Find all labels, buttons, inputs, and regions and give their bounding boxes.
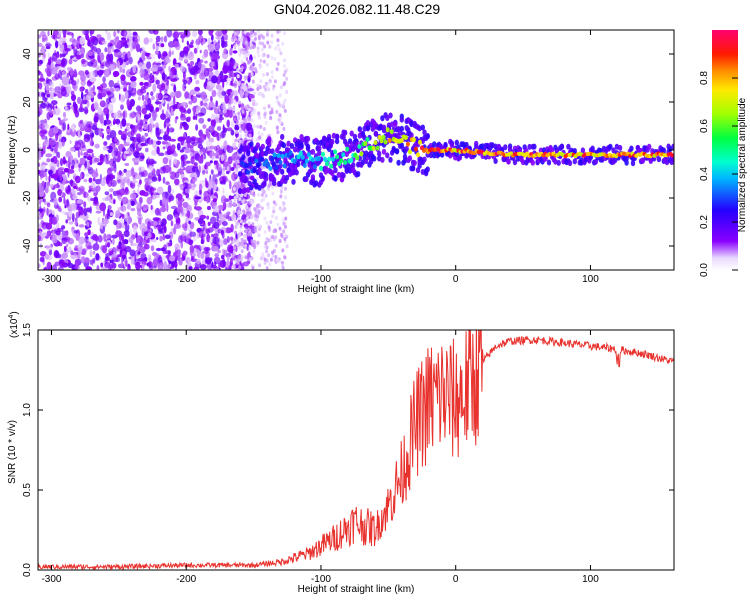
x-tick-label: -300 <box>41 574 61 585</box>
spectrogram-y-axis: -40 -20 0 20 40 <box>22 48 674 253</box>
snr-background <box>38 330 674 570</box>
y-tick-label: 20 <box>22 96 33 108</box>
colorbar-tick-label: 0.8 <box>699 71 710 85</box>
x-tick-label: -200 <box>176 274 196 285</box>
snr-panel: -300 -200 -100 0 100 0.0 0.5 1.0 1.5 Height of … <box>7 311 675 595</box>
y-tick-label: 1.0 <box>22 403 33 417</box>
snr-scale-factor: (x104) <box>8 311 20 338</box>
colorbar-tick-label: 0.6 <box>699 119 710 133</box>
spectrogram-y-label: Frequency (Hz) <box>7 116 18 185</box>
y-tick-label: 0 <box>22 147 33 153</box>
snr-x-label: Height of straight line (km) <box>298 584 415 595</box>
x-tick-label: -300 <box>41 274 61 285</box>
figure-title: GN04.2026.082.11.48.C29 <box>274 1 441 17</box>
spectrogram-layer <box>38 30 674 270</box>
x-tick-label: -200 <box>176 574 196 585</box>
y-tick-label: 40 <box>22 48 33 60</box>
y-tick-label: 0.0 <box>22 563 33 577</box>
colorbar-tick-label: 0.2 <box>699 215 710 229</box>
x-tick-label: 0 <box>453 274 459 285</box>
x-tick-label: 100 <box>582 274 599 285</box>
snr-series-line <box>38 330 674 570</box>
colorbar: 0.0 0.2 0.4 0.6 0.8 Normalized spectral ampl… <box>699 30 748 277</box>
colorbar-tick-label: 0.0 <box>699 263 710 277</box>
snr-frame <box>37 329 675 571</box>
x-tick-label: 100 <box>582 574 599 585</box>
y-tick-label: 1.5 <box>22 323 33 337</box>
x-tick-label: 0 <box>453 574 459 585</box>
y-tick-label: -40 <box>22 238 33 253</box>
y-tick-label: -20 <box>22 190 33 205</box>
snr-y-axis: 0.0 0.5 1.0 1.5 <box>22 323 674 577</box>
colorbar-label: Normalized spectral amplitude <box>737 97 748 232</box>
spectrogram-x-axis: -300 -200 -100 0 100 <box>41 30 599 285</box>
x-tick-label: -100 <box>311 574 331 585</box>
snr-x-axis: -300 -200 -100 0 100 <box>41 330 599 585</box>
spectrogram-x-label: Height of straight line (km) <box>298 284 415 295</box>
y-tick-label: 0.5 <box>22 483 33 497</box>
colorbar-gradient <box>712 30 738 270</box>
colorbar-tick-label: 0.4 <box>699 167 710 181</box>
colorbar-ticks: 0.0 0.2 0.4 0.6 0.8 <box>699 71 738 277</box>
snr-y-label: SNR (10 * v/v) <box>7 420 18 484</box>
x-tick-label: -100 <box>311 274 331 285</box>
